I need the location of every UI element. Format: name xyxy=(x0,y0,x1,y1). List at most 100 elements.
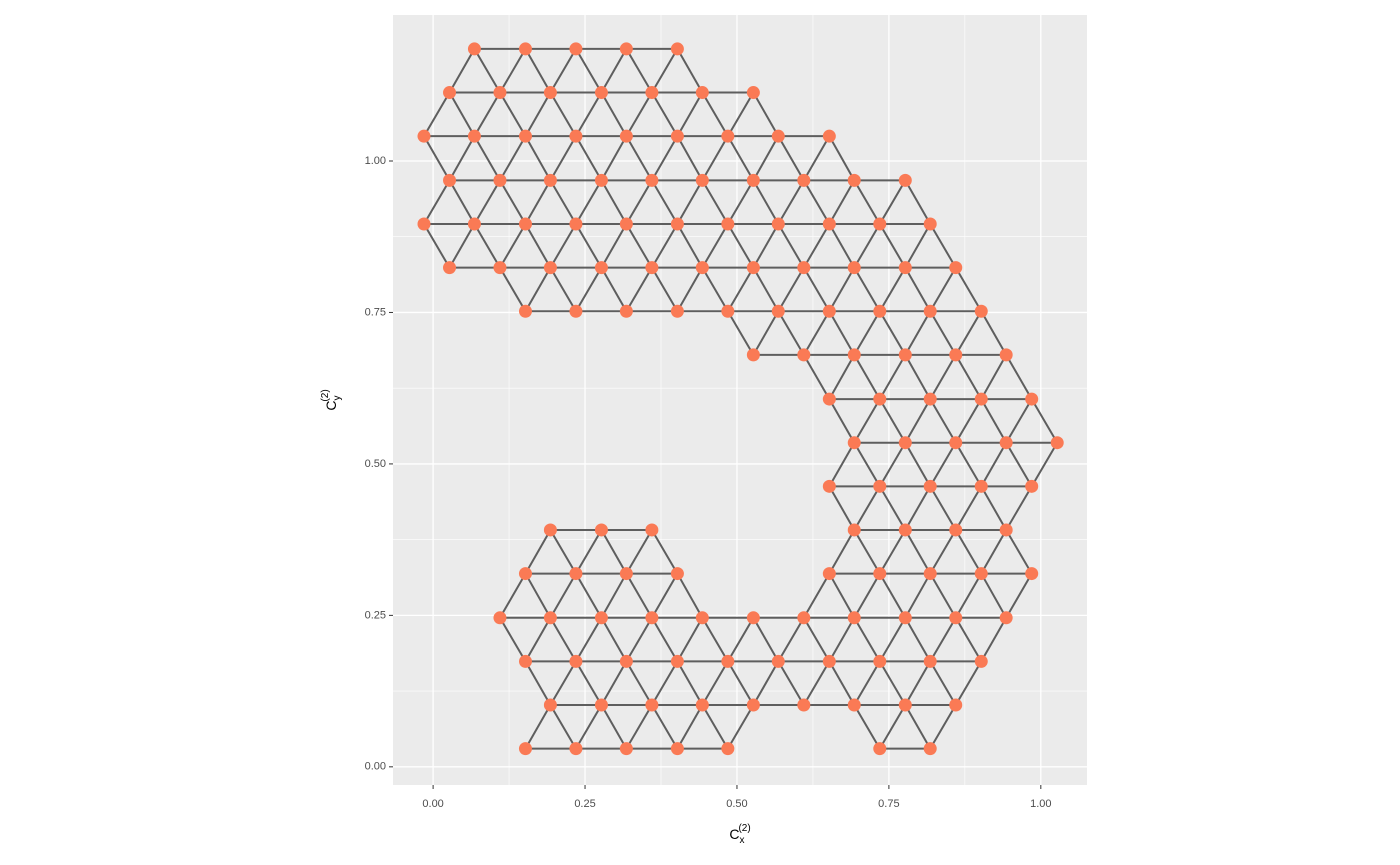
point xyxy=(797,261,811,275)
point xyxy=(873,742,887,756)
point xyxy=(594,173,608,187)
point xyxy=(518,42,532,56)
edge xyxy=(701,267,729,312)
edge xyxy=(752,310,780,356)
edge xyxy=(676,617,704,662)
x-tick-label: 1.00 xyxy=(1030,798,1051,810)
point xyxy=(898,611,912,625)
point xyxy=(443,173,457,187)
edge xyxy=(904,179,932,225)
edge xyxy=(828,660,856,706)
edge xyxy=(802,354,831,400)
edge xyxy=(828,529,856,575)
edge xyxy=(625,179,653,225)
edge xyxy=(802,310,831,356)
edge xyxy=(777,179,805,225)
edge xyxy=(1005,529,1033,575)
point xyxy=(721,742,735,756)
edge xyxy=(904,442,932,487)
point xyxy=(518,304,532,318)
point xyxy=(619,742,633,756)
edge xyxy=(524,617,552,662)
point xyxy=(543,611,557,625)
point xyxy=(467,217,481,231)
x-label-text: C xyxy=(729,826,739,842)
y-tick-label: 1.00 xyxy=(365,155,386,167)
edge xyxy=(651,617,679,662)
edge xyxy=(802,223,831,269)
edge xyxy=(929,660,957,706)
edge xyxy=(954,617,983,662)
edge xyxy=(954,398,983,444)
point xyxy=(1025,479,1039,493)
point xyxy=(443,86,457,100)
edge xyxy=(625,617,653,662)
edge xyxy=(802,660,831,706)
point xyxy=(645,698,659,712)
point xyxy=(543,261,557,275)
point xyxy=(898,698,912,712)
point xyxy=(443,261,457,275)
edge xyxy=(954,442,983,487)
point xyxy=(999,523,1013,537)
edge xyxy=(625,92,653,137)
edge xyxy=(980,529,1008,575)
edge xyxy=(600,179,628,225)
edge xyxy=(499,267,527,312)
point xyxy=(594,698,608,712)
x-axis-title: Cx(2) xyxy=(729,823,750,846)
edge xyxy=(600,267,628,312)
edge xyxy=(651,223,679,269)
point xyxy=(771,129,785,143)
edge xyxy=(904,267,932,312)
edge xyxy=(752,617,780,662)
edge xyxy=(904,704,932,750)
edge xyxy=(625,573,653,619)
point xyxy=(873,217,887,231)
point xyxy=(1025,567,1039,581)
edge xyxy=(726,617,755,662)
point xyxy=(847,436,861,450)
edge xyxy=(524,704,552,750)
point xyxy=(594,611,608,625)
edge xyxy=(878,267,907,312)
edge xyxy=(701,223,729,269)
point xyxy=(822,217,836,231)
edge xyxy=(828,573,856,619)
edge xyxy=(878,310,907,356)
edge xyxy=(954,660,983,706)
x-tick-label: 0.00 xyxy=(422,798,443,810)
point xyxy=(847,698,861,712)
point xyxy=(923,654,937,668)
edge xyxy=(752,267,780,312)
edge xyxy=(752,660,780,706)
edge xyxy=(878,573,907,619)
edge xyxy=(549,529,577,575)
edge xyxy=(878,617,907,662)
edge xyxy=(549,48,577,94)
edge xyxy=(600,704,628,750)
point xyxy=(822,567,836,581)
edge xyxy=(777,223,805,269)
edge xyxy=(676,573,704,619)
edges xyxy=(423,47,1059,750)
y-label-text: C xyxy=(323,401,339,411)
edge xyxy=(828,485,856,531)
edge xyxy=(752,92,780,137)
edge xyxy=(575,529,603,575)
point xyxy=(619,654,633,668)
edge xyxy=(499,92,527,137)
edge xyxy=(575,267,603,312)
edge xyxy=(853,704,881,750)
edge xyxy=(600,92,628,137)
edge xyxy=(549,573,577,619)
edge xyxy=(524,48,552,94)
point xyxy=(721,129,735,143)
edge xyxy=(575,617,603,662)
point xyxy=(417,129,431,143)
edge xyxy=(853,617,881,662)
edge xyxy=(575,660,603,706)
point xyxy=(518,654,532,668)
point xyxy=(417,217,431,231)
